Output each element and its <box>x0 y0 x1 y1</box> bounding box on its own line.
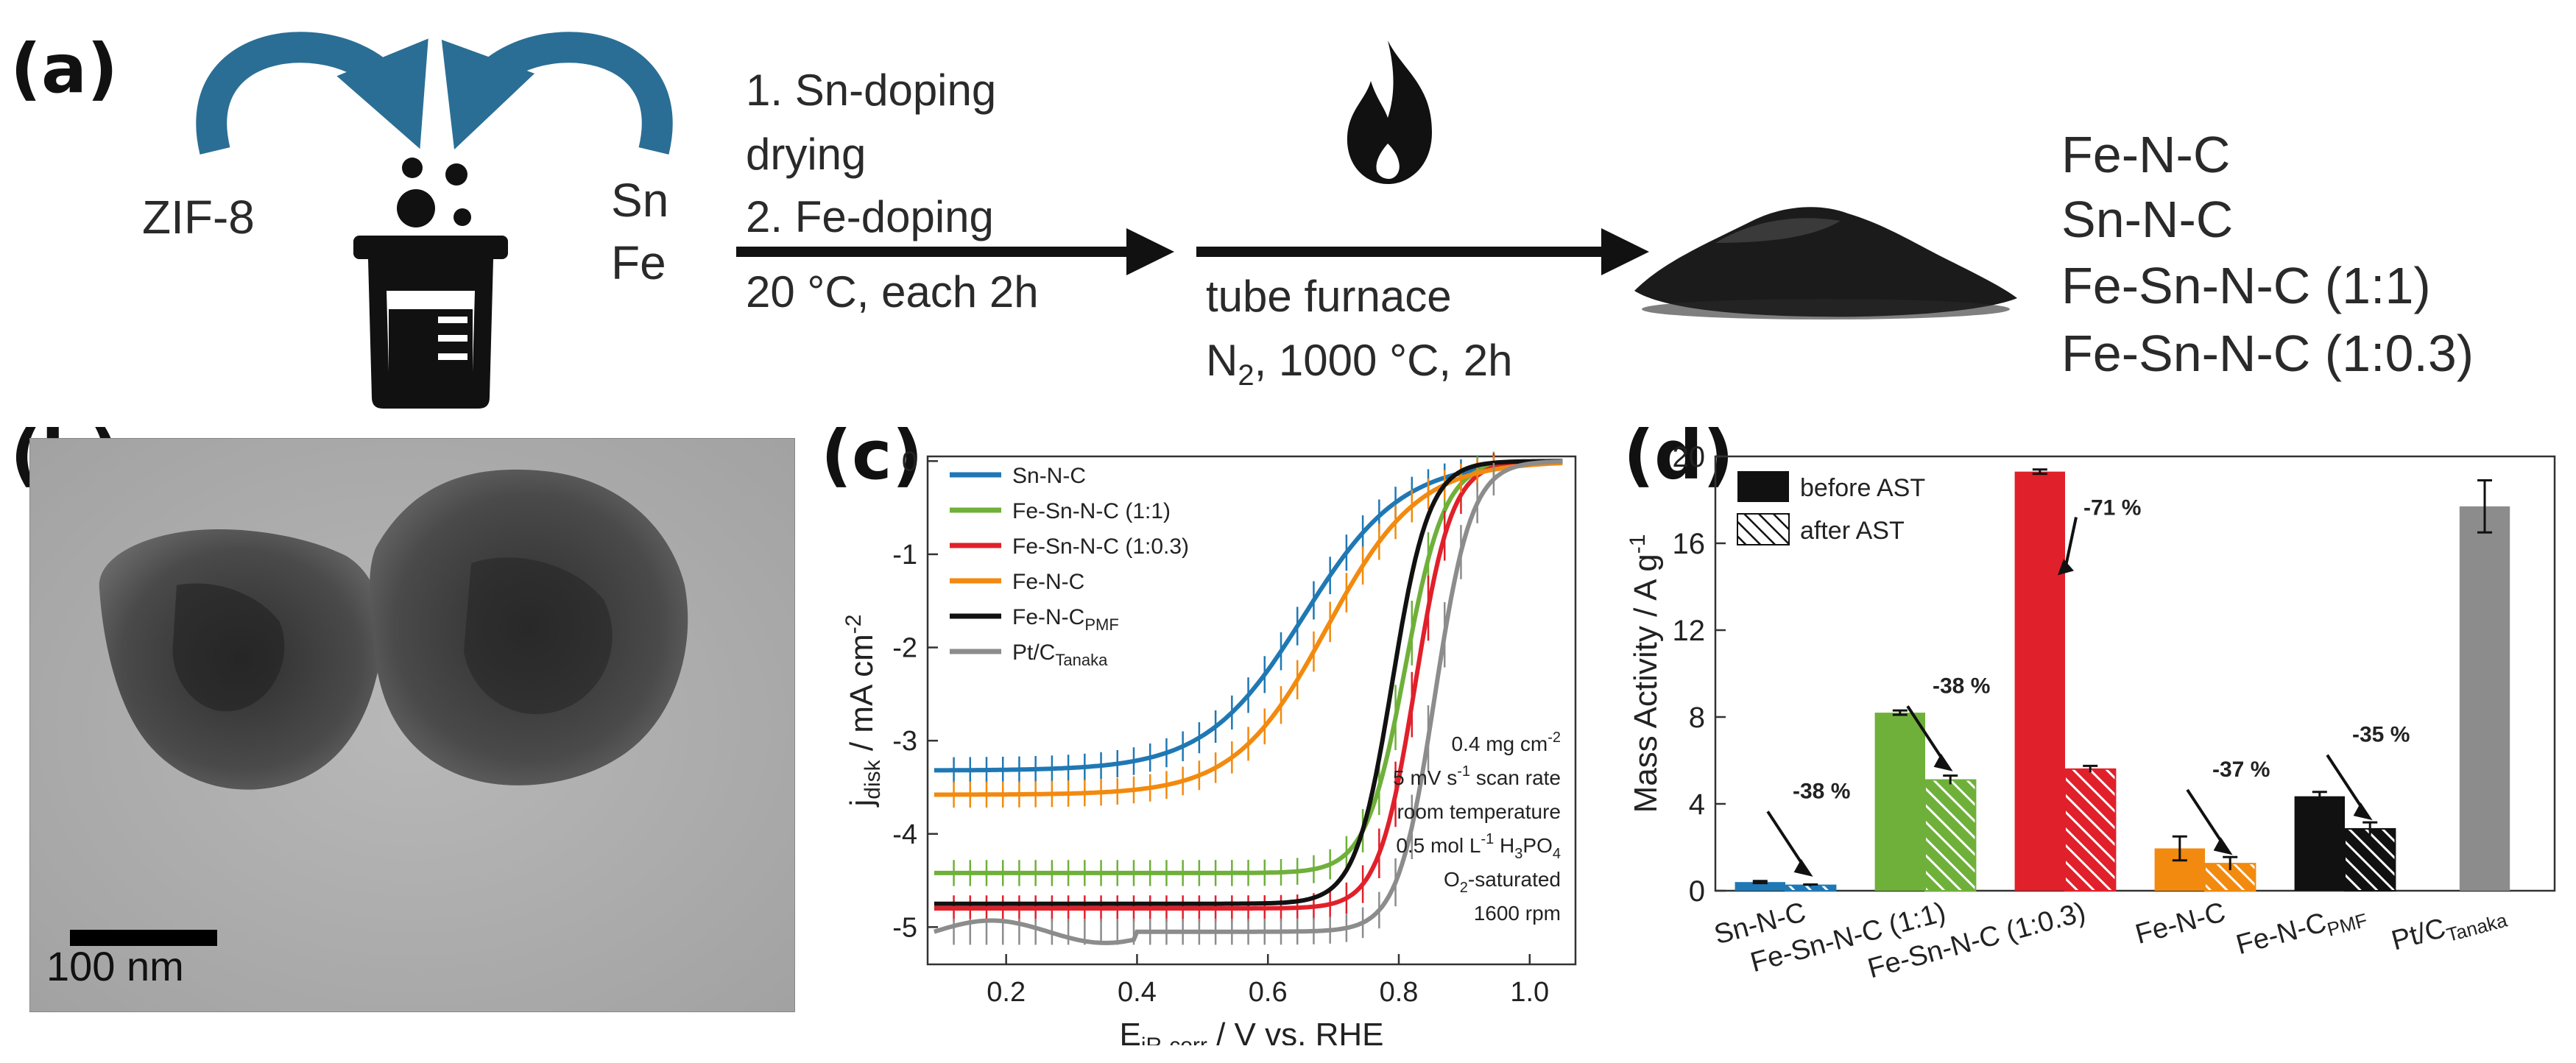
cond-electrolyte: 0.5 mol L-1 H3PO4 <box>1396 831 1561 862</box>
legend-label-after: after AST <box>1800 517 1905 545</box>
y-tick-label: 0 <box>902 446 917 477</box>
x-tick-label: 1.0 <box>1510 977 1549 1008</box>
reagent-sn: Sn <box>611 174 669 227</box>
x-tick-label: 0.8 <box>1380 977 1419 1008</box>
change-arrow-4 <box>2326 754 2367 814</box>
x-tick-label: 0.2 <box>987 977 1026 1008</box>
product-3: Fe-Sn-N-C (1:1) <box>2061 257 2431 314</box>
cond-gas: O2-saturated <box>1444 868 1561 896</box>
step2-line1: tube furnace <box>1206 272 1452 321</box>
process-arrow-1 <box>736 228 1174 275</box>
y-axis-label: jdisk / mA cm-2 <box>841 615 885 808</box>
y-tick-label: 0 <box>1689 875 1705 908</box>
y-tick-label: -5 <box>892 912 917 943</box>
change-arrow-1 <box>1906 705 1947 765</box>
panel-label-c: (c) <box>821 416 923 495</box>
mixing-arrow-right <box>441 32 673 155</box>
panel-label-a: (a) <box>10 29 119 108</box>
change-label-4: -35 % <box>2352 723 2410 747</box>
y-tick-label: 20 <box>1673 441 1706 473</box>
legend-label-0: Sn-N-C <box>1012 464 1086 488</box>
legend-label-4: Fe-N-CPMF <box>1012 605 1119 634</box>
cond-scan: 5 mV s-1 scan rate <box>1393 763 1561 789</box>
product-4: Fe-Sn-N-C (1:0.3) <box>2061 325 2474 382</box>
x-axis-label: EiR-corr / V vs. RHE <box>1120 1017 1384 1045</box>
catalyst-powder-image <box>1634 207 2017 319</box>
change-label-3: -37 % <box>2212 757 2270 782</box>
lsv-chart: 0.2 0.4 0.6 0.8 1.0 0 -1 -2 -3 -4 -5 EiR-corr / V v… <box>841 446 1577 1045</box>
legend-label-before: before AST <box>1800 474 1925 502</box>
bar-after-1 <box>1924 779 1977 891</box>
bar-before-0 <box>1735 882 1785 891</box>
y-axis-label: Mass Activity / A g-1 <box>1626 534 1664 813</box>
y-tick-label: 16 <box>1673 528 1706 560</box>
product-1: Fe-N-C <box>2061 126 2231 183</box>
legend-label-1: Fe-Sn-N-C (1:1) <box>1012 499 1171 523</box>
bar-before-4 <box>2294 796 2345 891</box>
step1-line4: 20 °C, each 2h <box>746 267 1039 317</box>
y-tick-label: -1 <box>892 540 917 571</box>
change-arrowhead <box>1933 753 1953 771</box>
category-label-3: Fe-N-C <box>2132 897 2229 950</box>
y-tick-label: 4 <box>1689 788 1705 821</box>
reagent-fe: Fe <box>611 236 666 289</box>
mixing-arrow-left <box>196 32 428 155</box>
process-arrow-2 <box>1196 228 1649 275</box>
bar-before-2 <box>2014 471 2065 891</box>
product-2: Sn-N-C <box>2061 191 2234 248</box>
droplet <box>445 163 467 186</box>
legend-label-5: Pt/CTanaka <box>1012 640 1108 669</box>
legend-swatch-before <box>1737 471 1789 502</box>
x-tick-label: 0.6 <box>1249 977 1288 1008</box>
y-tick-label: 12 <box>1673 615 1706 647</box>
step1-line3: 2. Fe-doping <box>746 192 994 241</box>
scale-bar-label: 100 nm <box>46 943 184 989</box>
bar-after-2 <box>2064 768 2117 891</box>
beaker-icon <box>353 236 508 409</box>
category-label-4: Fe-N-CPMF <box>2233 897 2369 964</box>
bar-after-4 <box>2344 827 2396 891</box>
cond-rotation: 1600 rpm <box>1474 902 1561 925</box>
step1-line2: drying <box>746 130 867 179</box>
scale-bar <box>70 930 217 946</box>
droplet <box>397 189 435 227</box>
droplet <box>402 158 423 178</box>
change-arrowhead <box>2058 559 2074 576</box>
cond-loading: 0.4 mg cm-2 <box>1452 730 1562 755</box>
synthesis-schematic <box>196 32 2017 409</box>
category-label-5: Pt/CTanaka <box>2388 897 2510 960</box>
change-arrow-3 <box>2186 788 2227 849</box>
legend-label-3: Fe-N-C <box>1012 570 1084 594</box>
cond-temperature: room temperature <box>1397 800 1561 823</box>
bar-before-5 <box>2459 506 2510 891</box>
x-tick-label: 0.4 <box>1118 977 1157 1008</box>
change-arrowhead <box>1793 858 1813 877</box>
legend-swatch-after <box>1737 513 1790 545</box>
bar-before-1 <box>1874 713 1925 891</box>
legend-label-2: Fe-Sn-N-C (1:0.3) <box>1012 534 1189 559</box>
change-label-2: -71 % <box>2083 496 2141 520</box>
flame-icon <box>1347 40 1432 184</box>
y-tick-label: -4 <box>892 819 917 850</box>
step2-line2: N2, 1000 °C, 2h <box>1206 336 1513 392</box>
change-arrow-0 <box>1766 811 1807 870</box>
change-arrow-2 <box>2064 517 2078 570</box>
y-tick-label: 8 <box>1689 702 1705 734</box>
change-label-0: -38 % <box>1793 779 1850 803</box>
step1-line1: 1. Sn-doping <box>746 66 997 115</box>
tem-micrograph <box>29 438 795 1012</box>
curve-4 <box>934 459 1563 906</box>
change-arrowhead <box>2213 837 2233 855</box>
reagent-zif8: ZIF-8 <box>142 191 255 244</box>
plot-frame <box>926 455 1577 966</box>
y-tick-label: -3 <box>892 726 917 757</box>
droplet <box>454 208 471 226</box>
change-arrowhead <box>2353 802 2373 821</box>
change-label-1: -38 % <box>1933 674 1990 698</box>
y-tick-label: -2 <box>892 633 917 664</box>
plot-frame <box>1714 455 2556 892</box>
